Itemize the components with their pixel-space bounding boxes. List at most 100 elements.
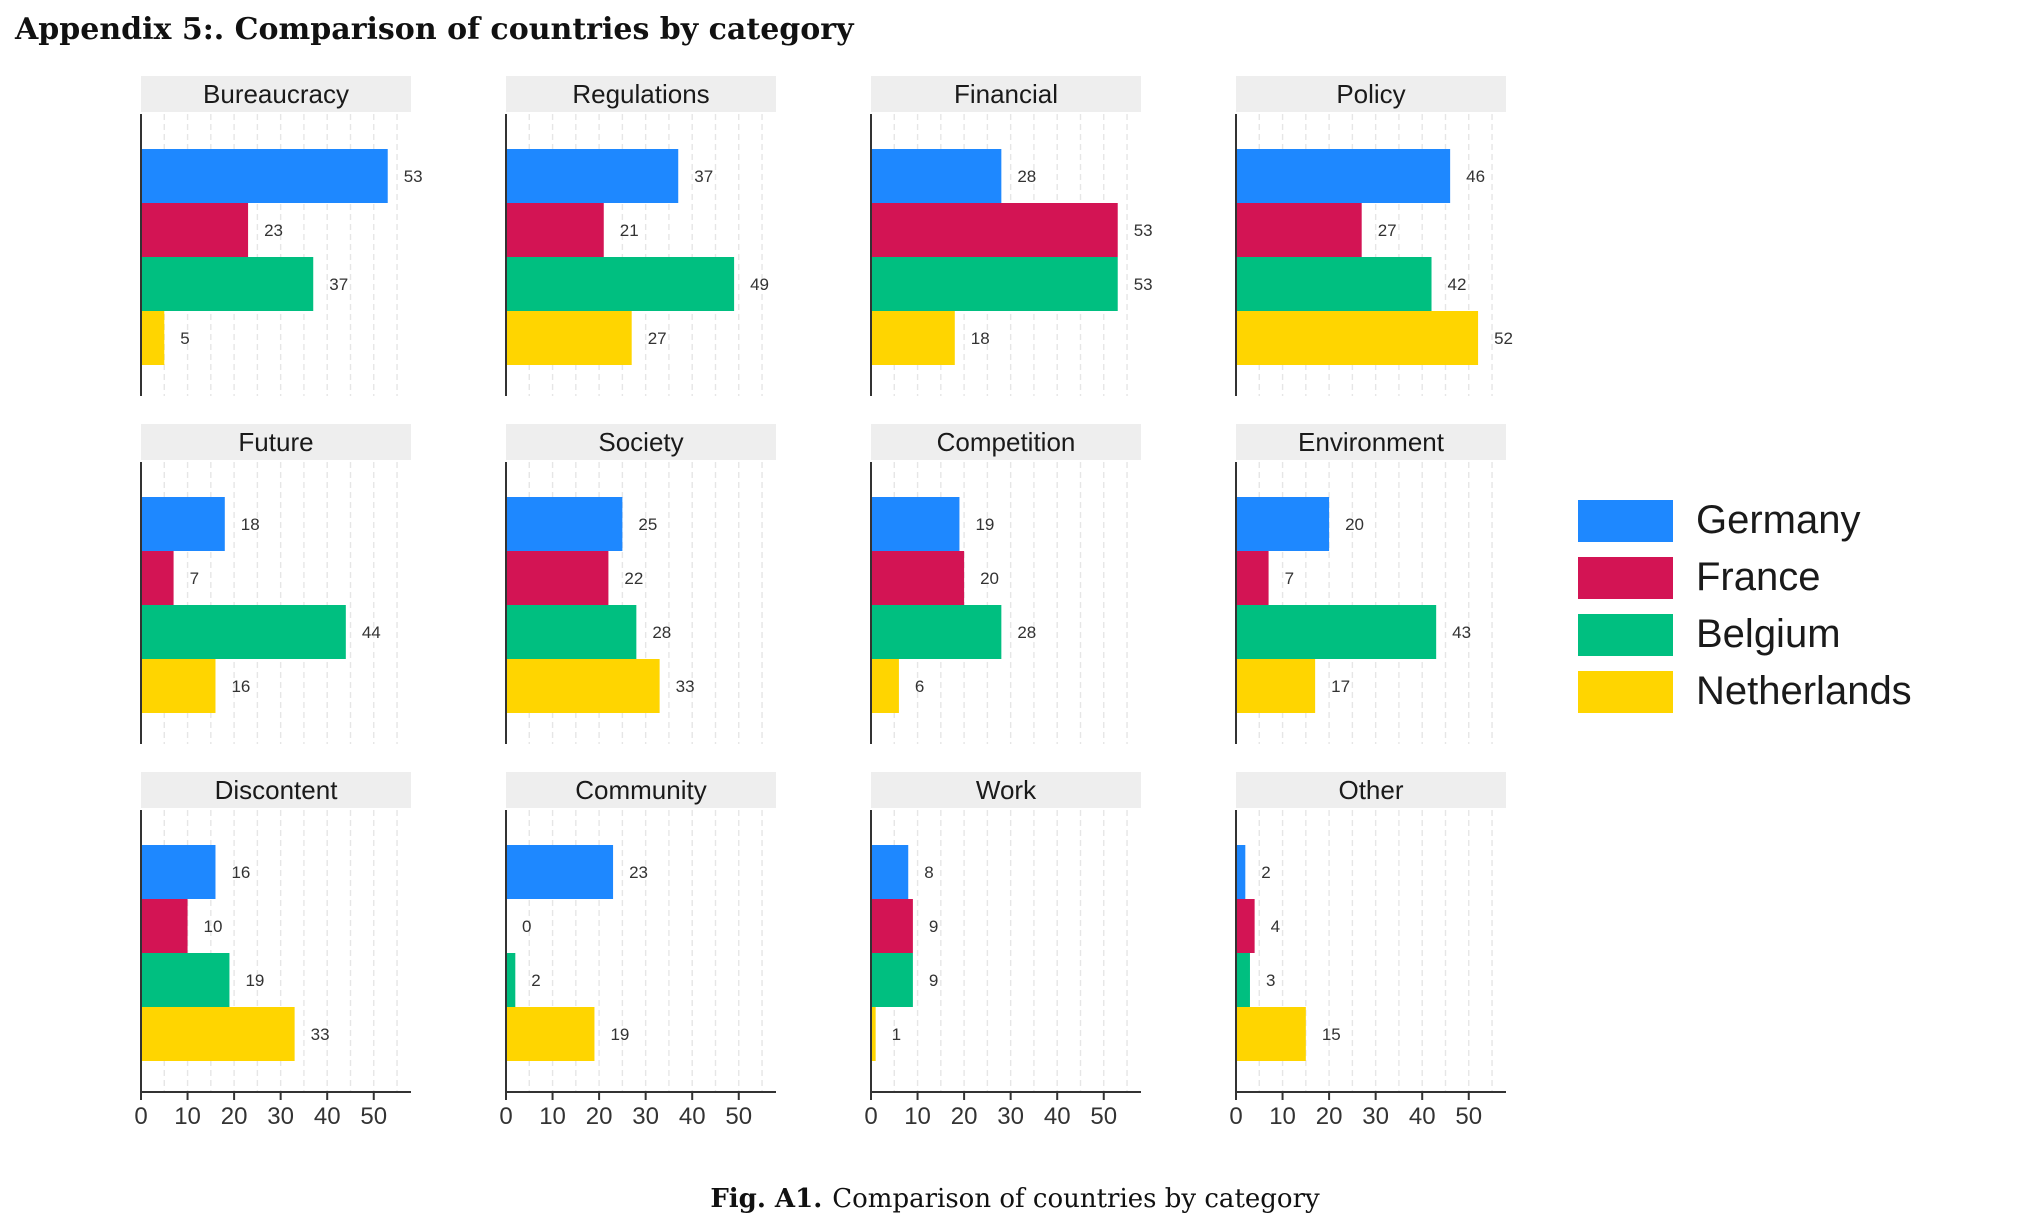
- data-label-environment-belgium: 43: [1452, 623, 1471, 642]
- bar-work-germany: [871, 845, 909, 899]
- panel-strip-future: [141, 424, 411, 460]
- legend-swatch-netherlands: [1578, 671, 1673, 713]
- bar-regulations-netherlands: [506, 311, 632, 365]
- data-label-bureaucracy-germany: 53: [404, 167, 423, 186]
- panel-society: Society 25 22 28 33: [505, 424, 776, 744]
- panel-strip-other: [1236, 772, 1506, 808]
- data-label-work-netherlands: 1: [892, 1025, 901, 1044]
- x-tick-label: 30: [632, 1103, 659, 1130]
- data-label-bureaucracy-france: 23: [264, 221, 283, 240]
- x-tick-label: 50: [360, 1103, 387, 1130]
- bar-other-france: [1236, 899, 1255, 953]
- bar-bureaucracy-germany: [141, 149, 388, 203]
- bar-bureaucracy-belgium: [141, 257, 314, 311]
- legend-label-germany: Germany: [1696, 498, 1861, 542]
- bar-policy-germany: [1236, 149, 1451, 203]
- x-tick-label: 0: [864, 1103, 877, 1130]
- panel-strip-community: [506, 772, 776, 808]
- x-tick-label: 0: [499, 1103, 512, 1130]
- panel-strip-work: [871, 772, 1141, 808]
- x-tick-label: 20: [1316, 1103, 1343, 1130]
- panel-regulations: Regulations 37 21 49 27: [505, 76, 776, 396]
- data-label-future-germany: 18: [241, 515, 260, 534]
- data-label-community-germany: 23: [629, 863, 648, 882]
- panel-title-environment: Environment: [1298, 427, 1445, 457]
- x-tick-label: 0: [134, 1103, 147, 1130]
- data-label-work-germany: 8: [924, 863, 933, 882]
- bar-discontent-france: [141, 899, 188, 953]
- panel-title-bureaucracy: Bureaucracy: [203, 79, 349, 109]
- bar-regulations-belgium: [506, 257, 735, 311]
- data-label-community-france: 0: [522, 917, 531, 936]
- bar-financial-belgium: [871, 257, 1118, 311]
- bar-community-belgium: [506, 953, 516, 1007]
- panel-title-future: Future: [238, 427, 313, 457]
- bar-financial-germany: [871, 149, 1002, 203]
- bar-work-france: [871, 899, 913, 953]
- panel-financial: Financial 28 53 53 18: [870, 76, 1153, 396]
- bar-regulations-germany: [506, 149, 679, 203]
- x-tick-label: 40: [314, 1103, 341, 1130]
- legend: Germany France Belgium Netherlands: [1578, 498, 1912, 713]
- panel-title-community: Community: [575, 775, 706, 805]
- panel-title-other: Other: [1338, 775, 1403, 805]
- data-label-regulations-netherlands: 27: [648, 329, 667, 348]
- bar-environment-netherlands: [1236, 659, 1316, 713]
- bar-other-germany: [1236, 845, 1246, 899]
- x-tick-label: 30: [267, 1103, 294, 1130]
- x-tick-label: 30: [997, 1103, 1024, 1130]
- data-label-financial-belgium: 53: [1134, 275, 1153, 294]
- bar-bureaucracy-france: [141, 203, 249, 257]
- bar-work-belgium: [871, 953, 913, 1007]
- panel-strip-financial: [871, 76, 1141, 112]
- panel-title-regulations: Regulations: [572, 79, 709, 109]
- data-label-society-netherlands: 33: [676, 677, 695, 696]
- page-heading: Appendix 5:. Comparison of countries by …: [15, 12, 854, 47]
- bar-bureaucracy-netherlands: [141, 311, 165, 365]
- panel-future: Future 18 7 44 16: [140, 424, 411, 744]
- x-tick-label: 10: [1269, 1103, 1296, 1130]
- data-label-bureaucracy-belgium: 37: [329, 275, 348, 294]
- bar-future-belgium: [141, 605, 346, 659]
- data-label-competition-france: 20: [980, 569, 999, 588]
- legend-swatch-france: [1578, 557, 1673, 599]
- data-label-community-belgium: 2: [531, 971, 540, 990]
- data-label-other-belgium: 3: [1266, 971, 1275, 990]
- data-label-discontent-germany: 16: [231, 863, 250, 882]
- data-label-future-netherlands: 16: [231, 677, 250, 696]
- bar-competition-belgium: [871, 605, 1002, 659]
- bar-society-france: [506, 551, 609, 605]
- panel-environment: Environment 20 7 43 17: [1235, 424, 1506, 744]
- bar-policy-france: [1236, 203, 1362, 257]
- panel-community: Community 23 0 2 19 0 10 20 30 40 50: [499, 772, 776, 1130]
- panel-title-financial: Financial: [954, 79, 1058, 109]
- data-label-discontent-belgium: 19: [245, 971, 264, 990]
- bar-society-germany: [506, 497, 623, 551]
- panel-policy: Policy 46 27 42 52: [1235, 76, 1513, 396]
- data-label-environment-netherlands: 17: [1331, 677, 1350, 696]
- figure-label: Fig. A1.: [710, 1184, 823, 1214]
- data-label-work-belgium: 9: [929, 971, 938, 990]
- legend-label-france: France: [1696, 555, 1821, 599]
- panel-title-policy: Policy: [1336, 79, 1405, 109]
- panel-strip-competition: [871, 424, 1141, 460]
- x-tick-label: 30: [1362, 1103, 1389, 1130]
- legend-label-belgium: Belgium: [1696, 612, 1841, 656]
- bar-financial-france: [871, 203, 1118, 257]
- bar-other-netherlands: [1236, 1007, 1306, 1061]
- panel-strip-bureaucracy: [141, 76, 411, 112]
- data-label-regulations-belgium: 49: [750, 275, 769, 294]
- x-tick-label: 40: [679, 1103, 706, 1130]
- data-label-policy-belgium: 42: [1448, 275, 1467, 294]
- data-label-discontent-france: 10: [204, 917, 223, 936]
- bar-society-netherlands: [506, 659, 660, 713]
- data-label-bureaucracy-netherlands: 5: [180, 329, 189, 348]
- bar-environment-france: [1236, 551, 1269, 605]
- data-label-environment-germany: 20: [1345, 515, 1364, 534]
- bar-other-belgium: [1236, 953, 1250, 1007]
- data-label-regulations-france: 21: [620, 221, 639, 240]
- data-label-society-belgium: 28: [652, 623, 671, 642]
- panel-competition: Competition 19 20 28 6: [870, 424, 1141, 744]
- bar-policy-netherlands: [1236, 311, 1479, 365]
